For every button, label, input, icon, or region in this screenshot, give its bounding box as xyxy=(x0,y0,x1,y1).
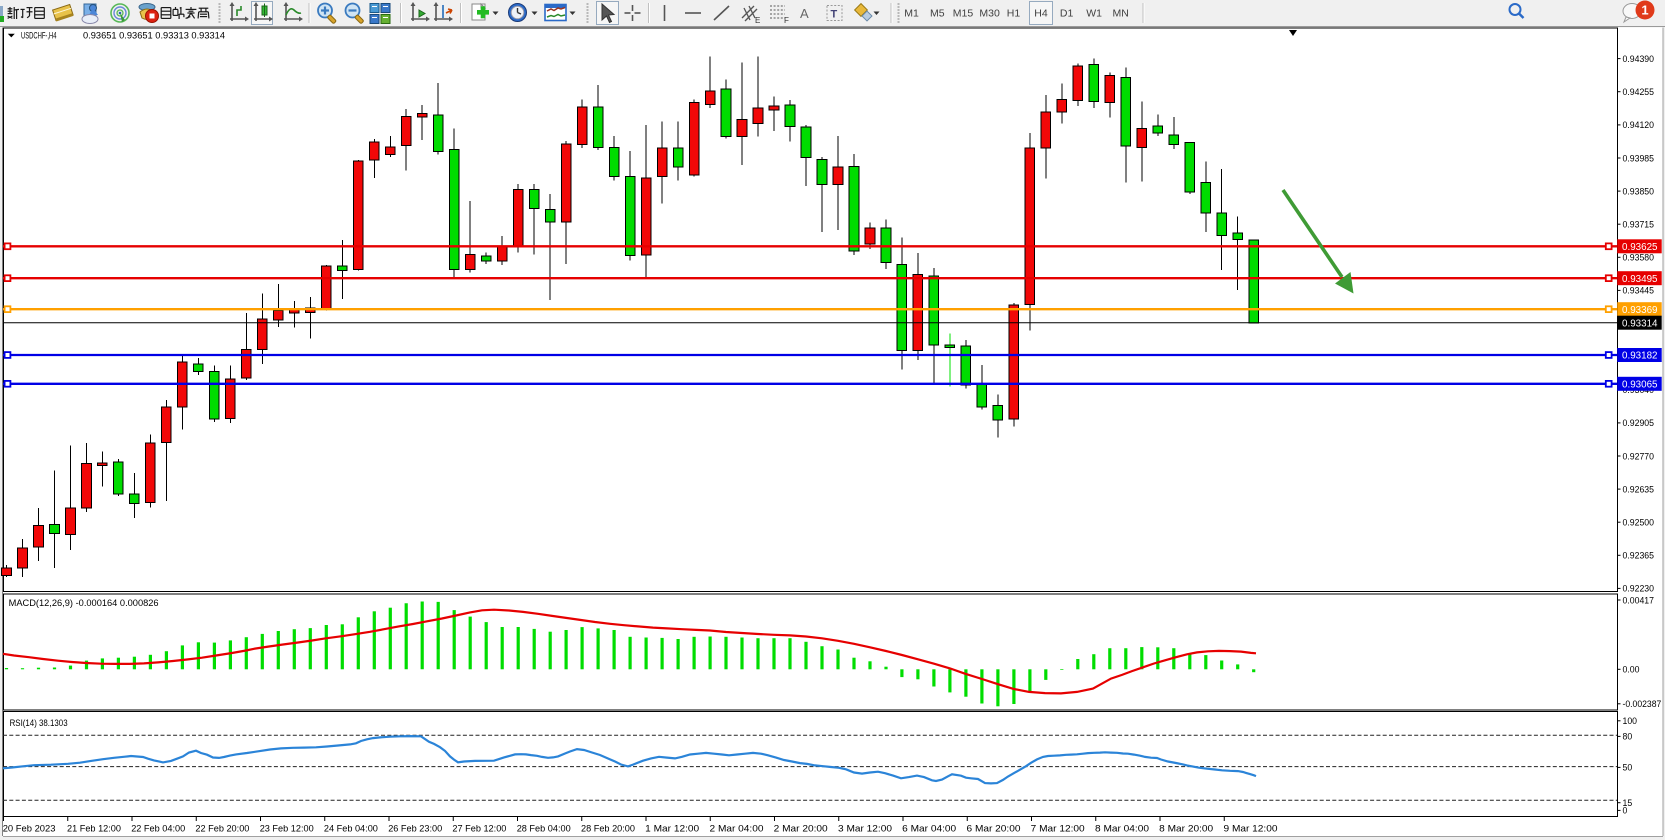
svg-text:24 Feb 04:00: 24 Feb 04:00 xyxy=(324,824,378,835)
svg-text:15: 15 xyxy=(1623,798,1633,809)
svg-text:0.94255: 0.94255 xyxy=(1623,87,1655,98)
svg-text:0: 0 xyxy=(1623,806,1628,817)
svg-text:0.00417: 0.00417 xyxy=(1623,595,1655,606)
svg-text:7 Mar 12:00: 7 Mar 12:00 xyxy=(1031,824,1085,835)
svg-text:0.93369: 0.93369 xyxy=(1622,305,1658,316)
svg-text:0.92635: 0.92635 xyxy=(1623,484,1655,495)
svg-text:22 Feb 04:00: 22 Feb 04:00 xyxy=(131,824,185,835)
svg-text:28 Feb 20:00: 28 Feb 20:00 xyxy=(581,824,635,835)
svg-text:21 Feb 12:00: 21 Feb 12:00 xyxy=(67,824,121,835)
svg-text:M5: M5 xyxy=(930,8,945,20)
svg-text:100: 100 xyxy=(1623,716,1638,727)
svg-text:MN: MN xyxy=(1113,8,1129,20)
svg-text:0.92230: 0.92230 xyxy=(1623,584,1655,595)
svg-text:-0.002387: -0.002387 xyxy=(1623,699,1662,710)
svg-text:M15: M15 xyxy=(953,8,974,20)
svg-text:1 Mar 12:00: 1 Mar 12:00 xyxy=(645,824,699,835)
svg-text:F: F xyxy=(784,16,789,25)
svg-text:8 Mar 20:00: 8 Mar 20:00 xyxy=(1159,824,1213,835)
svg-text:0.92365: 0.92365 xyxy=(1623,551,1655,562)
svg-text:0.94120: 0.94120 xyxy=(1623,120,1655,131)
svg-text:8 Mar 04:00: 8 Mar 04:00 xyxy=(1095,824,1149,835)
svg-text:M30: M30 xyxy=(979,8,1000,20)
svg-text:M1: M1 xyxy=(904,8,919,20)
svg-text:0.94390: 0.94390 xyxy=(1623,54,1655,65)
svg-text:0.92500: 0.92500 xyxy=(1623,518,1655,529)
svg-text:H4: H4 xyxy=(1034,8,1048,20)
svg-text:E: E xyxy=(755,16,760,25)
svg-text:0.92770: 0.92770 xyxy=(1623,451,1655,462)
svg-text:0.93651 0.93651 0.93313 0.9331: 0.93651 0.93651 0.93313 0.93314 xyxy=(83,30,225,41)
svg-text:0.93985: 0.93985 xyxy=(1623,153,1655,164)
svg-text:6 Mar 04:00: 6 Mar 04:00 xyxy=(902,824,956,835)
svg-text:T: T xyxy=(831,9,838,21)
svg-text:26 Feb 23:00: 26 Feb 23:00 xyxy=(388,824,442,835)
svg-text:20 Feb 2023: 20 Feb 2023 xyxy=(3,824,56,835)
svg-text:MACD(12,26,9) -0.000164 0.0008: MACD(12,26,9) -0.000164 0.000826 xyxy=(9,598,159,609)
svg-text:3 Mar 12:00: 3 Mar 12:00 xyxy=(838,824,892,835)
svg-text:2 Mar 20:00: 2 Mar 20:00 xyxy=(774,824,828,835)
svg-text:27 Feb 12:00: 27 Feb 12:00 xyxy=(452,824,506,835)
svg-text:0.92905: 0.92905 xyxy=(1623,418,1655,429)
svg-text:22 Feb 20:00: 22 Feb 20:00 xyxy=(195,824,249,835)
svg-text:0.93495: 0.93495 xyxy=(1622,274,1658,285)
svg-text:0.93065: 0.93065 xyxy=(1622,379,1658,390)
svg-text:H1: H1 xyxy=(1007,8,1021,20)
svg-text:2 Mar 04:00: 2 Mar 04:00 xyxy=(710,824,764,835)
svg-text:6 Mar 20:00: 6 Mar 20:00 xyxy=(967,824,1021,835)
svg-text:0.93314: 0.93314 xyxy=(1622,318,1658,329)
svg-text:0.93715: 0.93715 xyxy=(1623,220,1655,231)
svg-text:0.93445: 0.93445 xyxy=(1623,286,1655,297)
svg-text:28 Feb 04:00: 28 Feb 04:00 xyxy=(517,824,571,835)
svg-text:0.93182: 0.93182 xyxy=(1622,351,1658,362)
svg-text:0.93850: 0.93850 xyxy=(1623,186,1655,197)
svg-text:RSI(14) 38.1303: RSI(14) 38.1303 xyxy=(10,718,68,729)
svg-text:0.00: 0.00 xyxy=(1623,665,1640,676)
svg-text:W1: W1 xyxy=(1086,8,1102,20)
svg-text:A: A xyxy=(800,6,809,21)
svg-text:1: 1 xyxy=(1641,3,1648,18)
svg-text:80: 80 xyxy=(1623,732,1633,743)
svg-text:50: 50 xyxy=(1623,763,1633,774)
svg-text:0.93580: 0.93580 xyxy=(1623,253,1655,264)
svg-text:D1: D1 xyxy=(1060,8,1074,20)
svg-text:0.93625: 0.93625 xyxy=(1622,242,1658,253)
svg-text:23 Feb 12:00: 23 Feb 12:00 xyxy=(260,824,314,835)
svg-text:9 Mar 12:00: 9 Mar 12:00 xyxy=(1224,824,1278,835)
svg-text:USDCHF-,H4: USDCHF-,H4 xyxy=(21,30,57,41)
